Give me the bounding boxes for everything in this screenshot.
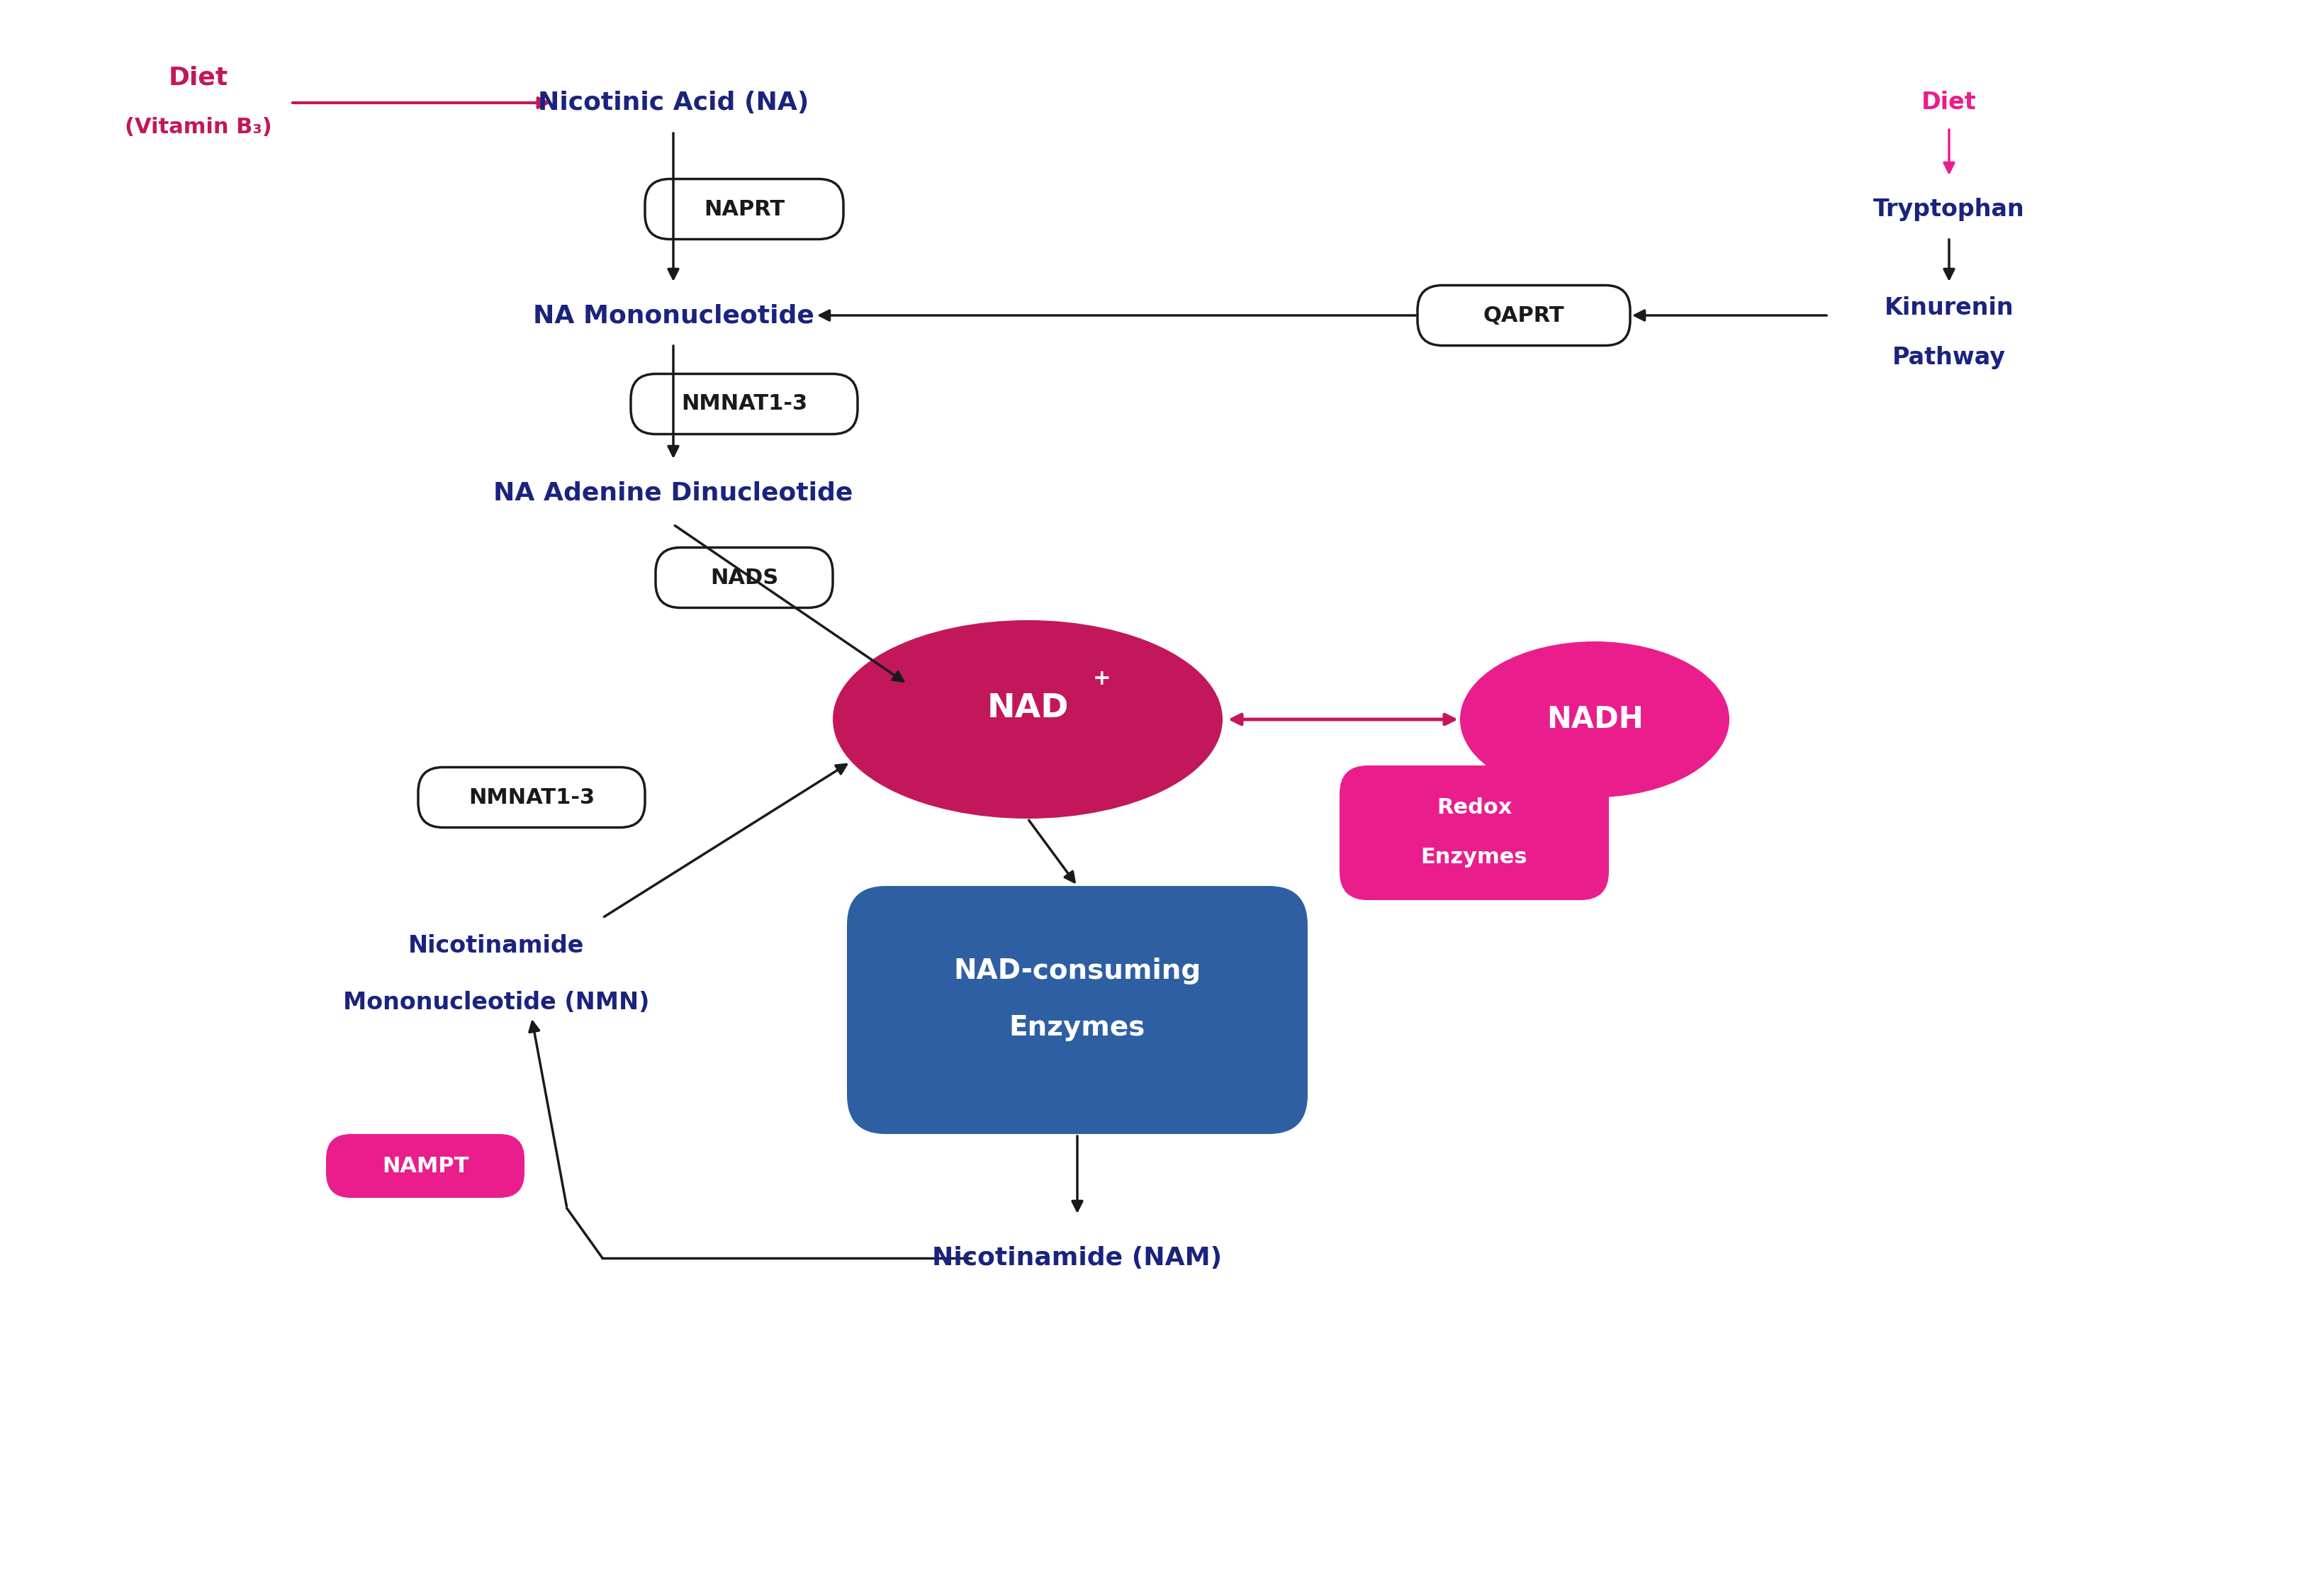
FancyBboxPatch shape bbox=[644, 178, 844, 240]
FancyBboxPatch shape bbox=[1339, 765, 1608, 900]
Text: Tryptophan: Tryptophan bbox=[1873, 197, 2024, 221]
Text: Pathway: Pathway bbox=[1892, 347, 2006, 369]
Text: Diet: Diet bbox=[1922, 91, 1975, 115]
Text: Kinurenin: Kinurenin bbox=[1885, 296, 2013, 320]
Text: NAD: NAD bbox=[985, 692, 1069, 725]
Text: Enzymes: Enzymes bbox=[1420, 847, 1527, 867]
Text: Nicotinamide (NAM): Nicotinamide (NAM) bbox=[932, 1246, 1222, 1269]
Text: Diet: Diet bbox=[170, 66, 228, 90]
FancyBboxPatch shape bbox=[418, 768, 644, 828]
Text: NMNAT1-3: NMNAT1-3 bbox=[681, 394, 806, 415]
Text: Nicotinic Acid (NA): Nicotinic Acid (NA) bbox=[537, 91, 809, 115]
Text: Mononucleotide (NMN): Mononucleotide (NMN) bbox=[344, 992, 648, 1014]
Text: Redox: Redox bbox=[1436, 798, 1511, 818]
Text: QAPRT: QAPRT bbox=[1483, 304, 1564, 326]
FancyBboxPatch shape bbox=[846, 886, 1308, 1134]
Text: NADH: NADH bbox=[1545, 705, 1643, 735]
Text: NA Mononucleotide: NA Mononucleotide bbox=[532, 303, 813, 328]
FancyBboxPatch shape bbox=[325, 1134, 525, 1199]
Text: (Vitamin B₃): (Vitamin B₃) bbox=[125, 117, 272, 137]
Text: +: + bbox=[1092, 669, 1111, 689]
Ellipse shape bbox=[1459, 642, 1729, 798]
Text: NAD-consuming: NAD-consuming bbox=[953, 957, 1202, 984]
Text: Enzymes: Enzymes bbox=[1009, 1014, 1146, 1041]
Text: NADS: NADS bbox=[709, 568, 779, 588]
FancyBboxPatch shape bbox=[1418, 285, 1629, 345]
Text: NAMPT: NAMPT bbox=[381, 1156, 469, 1176]
Text: NAPRT: NAPRT bbox=[704, 199, 786, 219]
Ellipse shape bbox=[832, 620, 1222, 818]
Text: NMNAT1-3: NMNAT1-3 bbox=[469, 787, 595, 807]
FancyBboxPatch shape bbox=[630, 374, 858, 434]
Text: NA Adenine Dinucleotide: NA Adenine Dinucleotide bbox=[493, 481, 853, 505]
Text: Nicotinamide: Nicotinamide bbox=[409, 935, 583, 957]
FancyBboxPatch shape bbox=[655, 547, 832, 607]
